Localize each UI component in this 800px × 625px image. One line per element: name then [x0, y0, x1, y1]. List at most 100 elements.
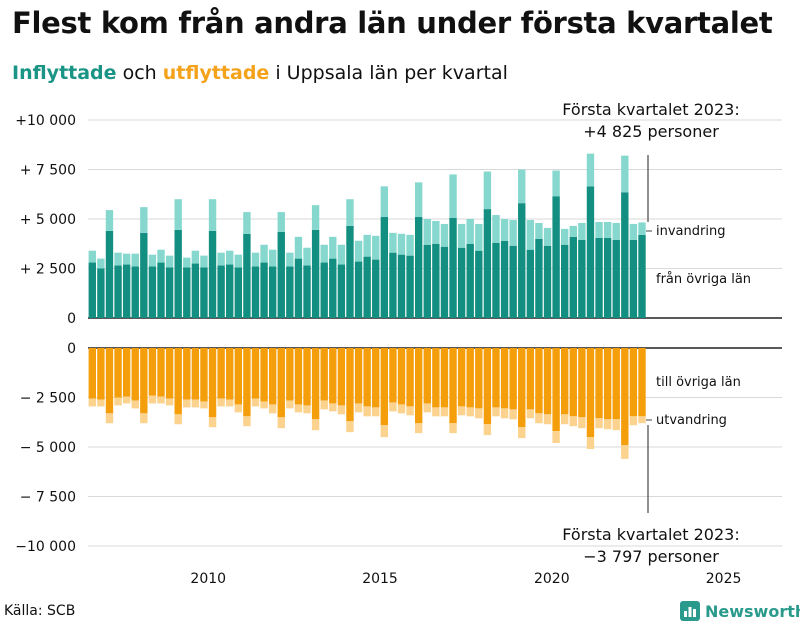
bar-utvandring — [423, 403, 431, 413]
bar-till-ovriga-lan — [329, 348, 337, 404]
bar-till-ovriga-lan — [268, 348, 277, 405]
bar-fran-ovriga-lan — [406, 255, 414, 318]
bar-till-ovriga-lan — [200, 348, 208, 402]
bar-utvandring — [578, 417, 586, 429]
bar-fran-ovriga-lan — [88, 262, 96, 318]
bar-till-ovriga-lan — [183, 348, 191, 400]
bar-fran-ovriga-lan — [414, 217, 423, 318]
bar-fran-ovriga-lan — [578, 239, 586, 318]
bar-utvandring — [457, 406, 466, 416]
bar-utvandring — [535, 413, 543, 424]
bar-till-ovriga-lan — [518, 348, 526, 428]
bar-fran-ovriga-lan — [320, 262, 328, 318]
bar-utvandring — [234, 404, 243, 413]
subtitle-rest: i Uppsala län per kvartal — [269, 62, 508, 84]
bar-fran-ovriga-lan — [603, 237, 612, 318]
label-utvandring: utvandring — [656, 413, 727, 428]
bar-fran-ovriga-lan — [268, 266, 277, 318]
bar-till-ovriga-lan — [440, 348, 449, 408]
bar-fran-ovriga-lan — [346, 225, 354, 318]
bar-invandring — [320, 244, 328, 263]
bar-till-ovriga-lan — [578, 348, 586, 418]
bar-till-ovriga-lan — [621, 348, 629, 446]
bar-invandring — [492, 215, 500, 243]
bar-fran-ovriga-lan — [251, 266, 260, 318]
bar-utvandring — [183, 399, 191, 408]
bar-fran-ovriga-lan — [208, 230, 217, 318]
bar-till-ovriga-lan — [311, 348, 320, 420]
bar-invandring — [569, 225, 577, 237]
bar-fran-ovriga-lan — [475, 250, 483, 318]
bar-invandring — [389, 232, 397, 253]
bar-fran-ovriga-lan — [329, 258, 337, 318]
bar-fran-ovriga-lan — [595, 237, 603, 318]
bar-invandring — [363, 234, 371, 257]
bar-till-ovriga-lan — [432, 348, 440, 408]
bar-invandring — [638, 222, 646, 235]
bar-fran-ovriga-lan — [440, 246, 449, 318]
bar-till-ovriga-lan — [131, 348, 139, 401]
bar-till-ovriga-lan — [320, 348, 328, 401]
bar-till-ovriga-lan — [337, 348, 346, 406]
bar-till-ovriga-lan — [500, 348, 509, 409]
bar-fran-ovriga-lan — [535, 238, 543, 318]
bar-utvandring — [603, 419, 612, 430]
bar-invandring — [595, 221, 603, 238]
bar-invandring — [561, 228, 569, 245]
bar-fran-ovriga-lan — [234, 267, 243, 318]
bar-fran-ovriga-lan — [114, 265, 122, 318]
top-y-tick-label: + 5 000 — [20, 212, 76, 228]
bar-utvandring — [260, 401, 268, 409]
bar-invandring — [105, 210, 114, 231]
bar-fran-ovriga-lan — [277, 231, 285, 318]
bar-fran-ovriga-lan — [157, 262, 165, 318]
bar-till-ovriga-lan — [526, 348, 535, 410]
bar-utvandring — [311, 419, 320, 431]
bar-fran-ovriga-lan — [260, 262, 268, 318]
bar-utvandring — [157, 396, 165, 404]
bar-invandring — [586, 153, 595, 187]
bar-utvandring — [526, 409, 535, 419]
bar-invandring — [449, 174, 457, 219]
bar-utvandring — [217, 398, 225, 407]
bar-utvandring — [466, 407, 474, 417]
annotation-bottom-line2: −3 797 personer — [583, 547, 719, 566]
bar-utvandring — [243, 416, 251, 427]
bar-invandring — [526, 219, 535, 250]
bar-till-ovriga-lan — [552, 348, 560, 432]
newsworthy-logo[interactable]: Newsworthy — [680, 601, 800, 621]
bar-invandring — [629, 223, 638, 240]
bar-till-ovriga-lan — [217, 348, 225, 399]
bar-till-ovriga-lan — [174, 348, 182, 415]
bar-invandring — [217, 252, 225, 266]
bar-utvandring — [414, 423, 423, 434]
bar-utvandring — [320, 400, 328, 410]
bar-utvandring — [483, 424, 492, 436]
bar-till-ovriga-lan — [226, 348, 234, 400]
bar-invandring — [372, 235, 380, 260]
bar-till-ovriga-lan — [380, 348, 389, 426]
label-till-ovriga-lan: till övriga län — [656, 375, 741, 390]
bar-invandring — [243, 212, 251, 234]
bar-till-ovriga-lan — [234, 348, 243, 405]
bar-utvandring — [406, 406, 414, 416]
bottom-y-tick-label: − 7 500 — [20, 490, 76, 506]
bar-till-ovriga-lan — [457, 348, 466, 407]
bar-fran-ovriga-lan — [105, 230, 114, 318]
bar-till-ovriga-lan — [561, 348, 569, 415]
bar-utvandring — [449, 423, 457, 434]
bar-fran-ovriga-lan — [294, 258, 303, 318]
label-invandring: invandring — [656, 224, 725, 239]
bar-utvandring — [97, 399, 105, 407]
bar-fran-ovriga-lan — [586, 186, 595, 318]
bar-utvandring — [432, 407, 440, 417]
annotation-top-line1: Första kvartalet 2023: — [562, 100, 739, 119]
bar-utvandring — [251, 398, 260, 407]
top-y-tick-label: 0 — [67, 311, 76, 327]
bar-invandring — [518, 169, 526, 204]
bar-invandring — [165, 255, 174, 268]
bar-utvandring — [329, 403, 337, 412]
bar-invandring — [578, 222, 586, 240]
bar-invandring — [268, 249, 277, 267]
bar-till-ovriga-lan — [389, 348, 397, 403]
